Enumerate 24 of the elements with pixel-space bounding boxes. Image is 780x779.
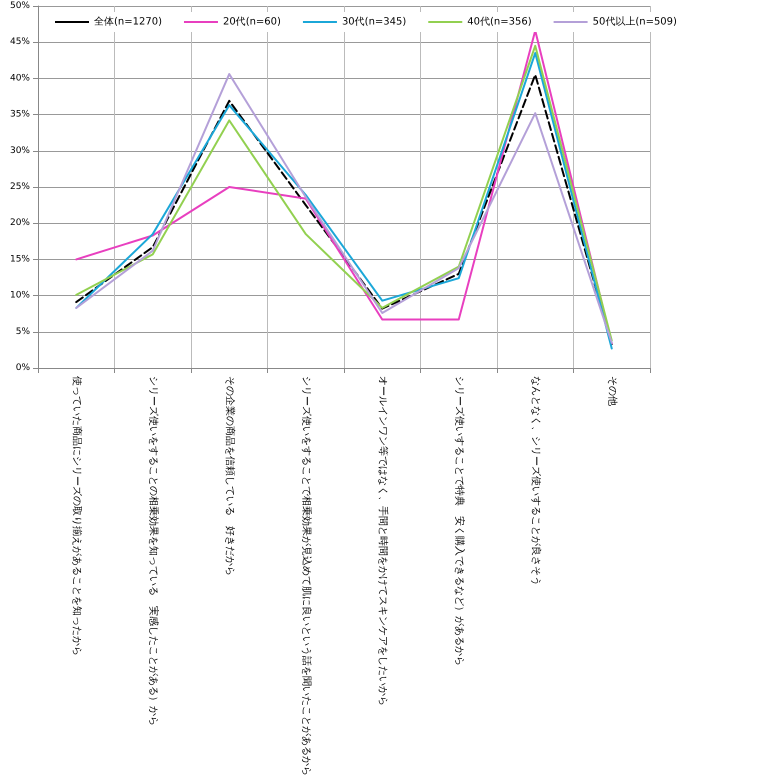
- y-tick-label: 45%: [10, 37, 30, 48]
- x-tick-label: 使っていた商品にシリーズの取り揃えがあることを知ったから: [70, 376, 83, 656]
- legend-label: 40代(n=356): [467, 16, 532, 28]
- x-tick-label: シリーズ使いをすることで相乗効果が見込めて肌に良いという話を聞いたことがあるから: [300, 376, 312, 776]
- y-tick-label: 40%: [10, 73, 30, 84]
- y-tick-label: 15%: [10, 254, 30, 264]
- y-tick-label: 0%: [16, 363, 30, 373]
- y-tick-label: 35%: [10, 110, 30, 120]
- legend-label: 50代以上(n=509): [592, 16, 678, 28]
- y-tick-label: 10%: [10, 290, 30, 301]
- x-tick-label: なんとなく、シリーズ使いすることが良さそう: [530, 376, 542, 586]
- y-tick-label: 30%: [10, 146, 30, 156]
- x-tick-label: その他: [606, 376, 618, 406]
- legend-label: 30代(n=345): [342, 16, 406, 28]
- x-tick-label: その企業の商品を信頼している 好きだから: [224, 376, 236, 576]
- y-tick-label: 5%: [16, 326, 30, 337]
- legend-label: 全体(n=1270): [94, 16, 162, 28]
- y-tick-label: 50%: [10, 1, 30, 11]
- x-tick-label: オールインワン等ではなく、手間と時間をかけてスキンケアをしたいから: [376, 376, 389, 706]
- legend-label: 20代(n=60): [222, 16, 282, 28]
- y-tick-label: 25%: [10, 182, 30, 192]
- x-tick-label: シリーズ使いをすることの相乗効果を知っている 実感したことがある）から: [147, 376, 160, 726]
- x-tick-label: シリーズ使いすることで特典 安く購入できるなど）があるから: [453, 376, 466, 666]
- y-tick-label: 20%: [10, 218, 30, 228]
